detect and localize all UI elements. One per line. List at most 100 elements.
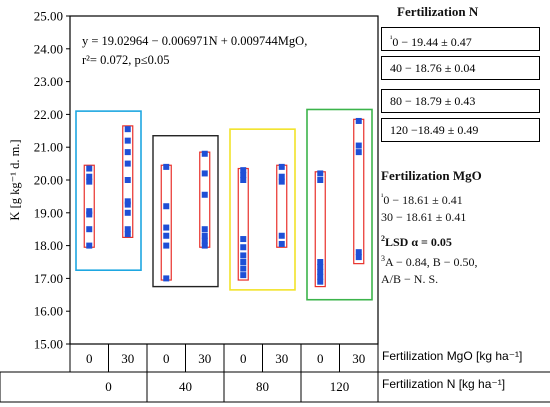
data-point xyxy=(124,177,131,183)
y-tick-label: 24.00 xyxy=(34,41,63,56)
data-point xyxy=(163,242,170,249)
data-point xyxy=(163,232,170,239)
group-box-n-40 xyxy=(152,135,219,288)
legend-n-title: Fertilization N xyxy=(397,4,479,19)
data-point xyxy=(355,149,362,156)
data-point xyxy=(355,117,362,124)
mgo-tick-label: 30 xyxy=(198,351,211,366)
data-point xyxy=(201,191,208,198)
legend-n-entry-0: ¹0 − 19.44 ± 0.47 xyxy=(381,27,540,51)
data-point xyxy=(240,177,247,183)
data-point xyxy=(240,236,247,243)
group-box-n-120 xyxy=(306,108,373,301)
data-point xyxy=(317,268,324,275)
data-point xyxy=(240,172,247,179)
data-point xyxy=(86,165,93,172)
data-point xyxy=(278,232,285,239)
data-point xyxy=(317,177,324,183)
range-box xyxy=(353,118,365,265)
data-point xyxy=(124,231,131,238)
data-point xyxy=(278,178,285,185)
data-point xyxy=(201,232,208,239)
data-point xyxy=(317,263,324,270)
range-box xyxy=(160,164,172,281)
legend-n-text: 0 − 19.44 ± 0.47 xyxy=(392,35,472,49)
legend-n-text: 80 − 18.79 ± 0.43 xyxy=(390,94,476,108)
regression-stats: r²= 0.072, p≤0.05 xyxy=(82,53,169,67)
range-box xyxy=(122,125,134,238)
n-axis-label: Fertilization N [kg ha⁻¹] xyxy=(382,377,505,391)
lsd-line-2: A/B − N. S. xyxy=(381,272,439,286)
y-tick-label: 15.00 xyxy=(34,337,63,352)
data-point xyxy=(355,254,362,261)
legend-mgo-title: Fertilization MgO xyxy=(381,168,482,183)
y-tick-label: 21.00 xyxy=(34,140,63,155)
footnote-mark: ¹ xyxy=(381,192,384,201)
data-point xyxy=(124,160,131,167)
mgo-tick-label: 0 xyxy=(86,351,93,366)
legend-mgo-line-0: ¹0 − 18.61 ± 0.41 xyxy=(381,192,463,208)
n-tick-label: 40 xyxy=(179,379,192,394)
data-point xyxy=(201,150,208,157)
data-point xyxy=(317,259,324,265)
mgo-tick-label: 30 xyxy=(121,351,134,366)
data-point xyxy=(278,173,285,180)
data-point xyxy=(124,198,131,205)
data-point xyxy=(278,240,285,247)
y-tick-label: 22.00 xyxy=(34,107,63,122)
legend-n-text: 120 −18.49 ± 0.49 xyxy=(390,123,479,137)
footnote-mark: 2 xyxy=(381,234,385,243)
data-point xyxy=(163,163,170,170)
lsd-text: LSD α = 0.05 xyxy=(385,235,452,249)
data-point xyxy=(201,242,208,249)
data-point xyxy=(124,149,131,156)
data-point xyxy=(124,209,131,216)
y-tick-label: 16.00 xyxy=(34,304,63,319)
data-point xyxy=(355,249,362,256)
legend-mgo-line-1: 30 − 18.61 ± 0.41 xyxy=(381,210,467,224)
data-point xyxy=(317,170,324,177)
n-tick-label: 120 xyxy=(330,379,350,394)
group-boxes xyxy=(75,108,373,301)
data-point xyxy=(201,226,208,233)
lsd-title: 2LSD α = 0.05 xyxy=(381,234,452,250)
data-point xyxy=(163,224,170,231)
data-point xyxy=(124,201,131,208)
mgo-tick-label: 30 xyxy=(275,351,288,366)
data-point xyxy=(86,173,93,180)
data-point xyxy=(201,170,208,177)
y-tick-label: 19.00 xyxy=(34,205,63,220)
y-axis-label: K [g kg⁻¹ d. m.] xyxy=(8,139,22,220)
n-tick-label: 80 xyxy=(256,379,269,394)
group-box-n-0 xyxy=(75,110,142,272)
footnote-mark: ¹ xyxy=(390,34,393,43)
mgo-tick-label: 30 xyxy=(352,351,365,366)
data-point xyxy=(86,211,93,218)
data-point xyxy=(163,275,170,282)
data-point xyxy=(240,167,247,174)
legend-n-text: 40 − 18.76 ± 0.04 xyxy=(390,61,476,75)
axes: 15.00 16.00 17.00 18.00 19.00 20.00 21.00 22.00… xyxy=(0,9,550,403)
data-point xyxy=(240,265,247,272)
legend-mgo-text: 0 − 18.61 ± 0.41 xyxy=(383,193,463,207)
legend-n-entry-1: 40 − 18.76 ± 0.04 xyxy=(381,56,540,80)
data-point xyxy=(240,259,247,265)
data-point xyxy=(317,278,324,285)
data-point xyxy=(240,252,247,259)
data-point xyxy=(201,237,208,244)
data-point xyxy=(124,126,131,133)
mgo-axis-label: Fertilization MgO [kg ha⁻¹] xyxy=(382,349,522,363)
lsd-line-1: 3A − 0.84, B − 0.50, xyxy=(381,254,478,270)
data-point xyxy=(240,272,247,279)
data-point xyxy=(317,273,324,280)
footnote-mark: 3 xyxy=(381,254,385,263)
data-point xyxy=(86,178,93,185)
y-tick-label: 25.00 xyxy=(34,9,63,24)
legend-n-entry-2: 80 − 18.79 ± 0.43 xyxy=(381,89,540,113)
mgo-tick-label: 0 xyxy=(163,351,170,366)
legend-n-entry-3: 120 −18.49 ± 0.49 xyxy=(381,118,540,142)
mgo-tick-label: 0 xyxy=(240,351,247,366)
regression-equation: y = 19.02964 − 0.006971N + 0.009744MgO, xyxy=(82,34,307,48)
group-box-n-80 xyxy=(229,128,296,291)
